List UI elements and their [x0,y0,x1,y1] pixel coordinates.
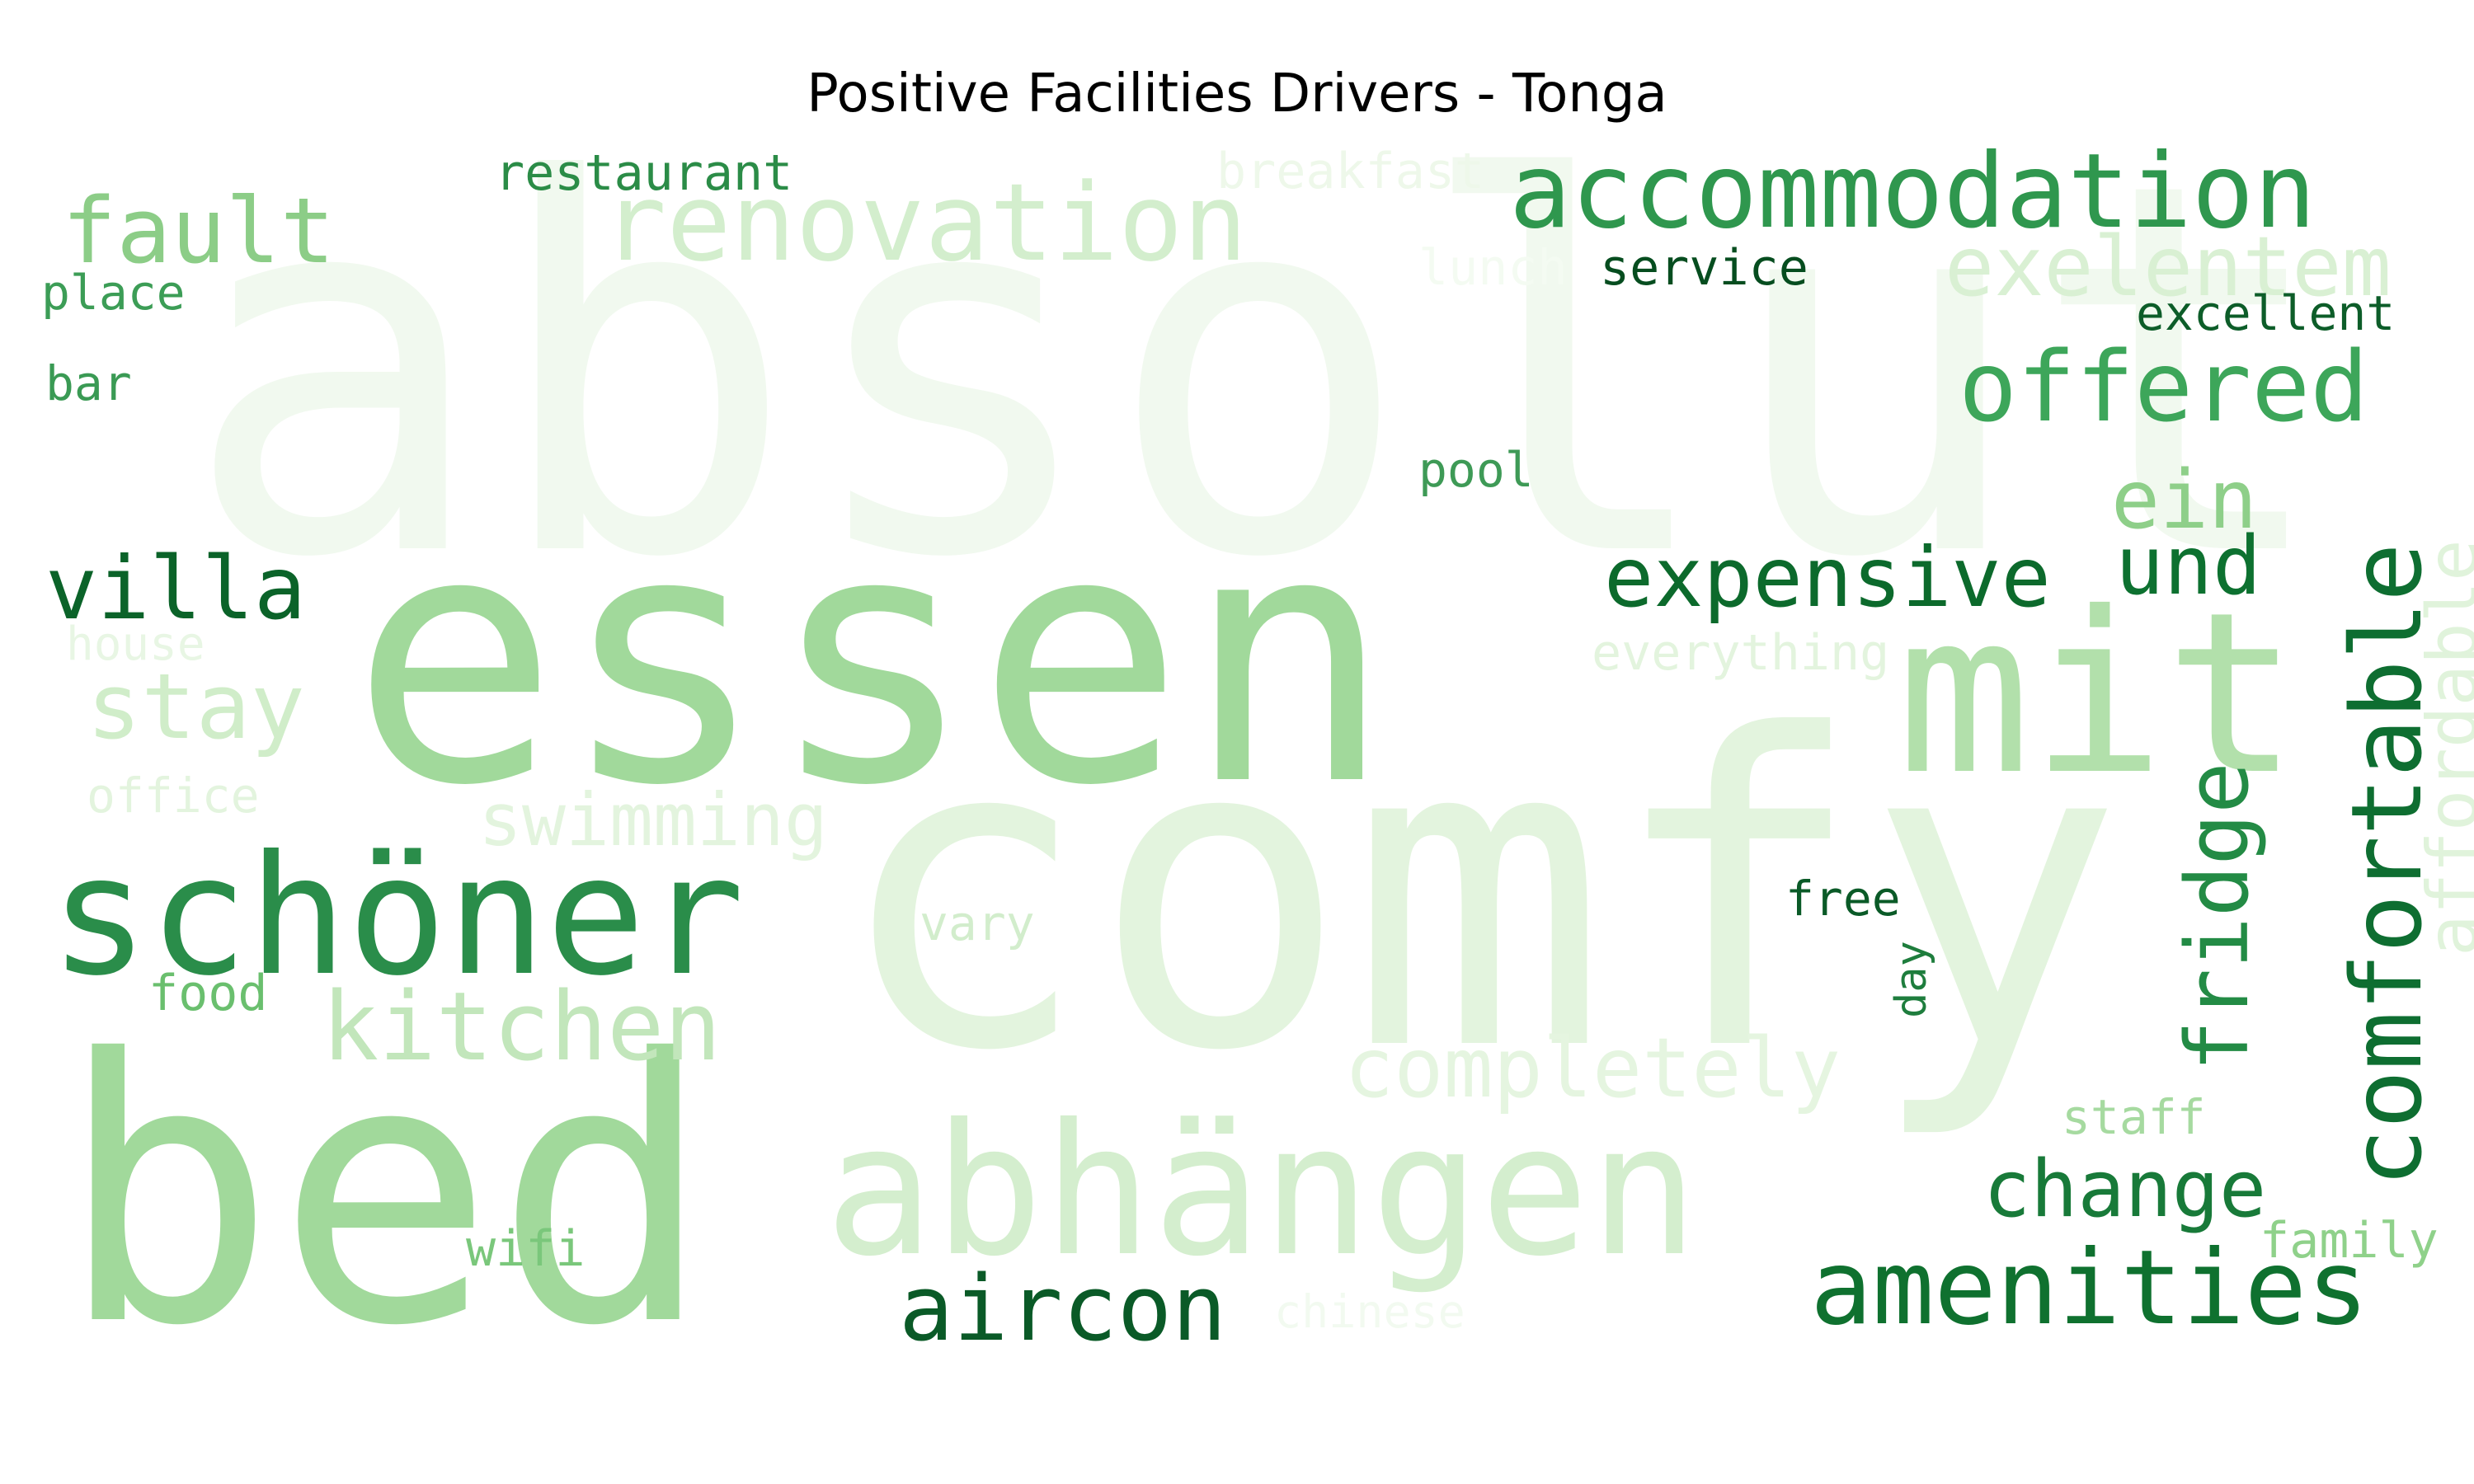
word-accommodation: accommodation [1509,132,2316,251]
word-fridge: fridge [2167,762,2268,1072]
word-amenities: amenities [1810,1228,2368,1348]
word-essen: essen [350,458,1393,862]
word-vary: vary [920,895,1035,951]
word-comfy: comfy [833,645,2124,1144]
word-everything: everything [1592,624,1889,682]
word-kitchen: kitchen [322,972,722,1082]
word-stay: stay [87,654,305,759]
word-und: und [2115,519,2261,613]
word-renovation: renovation [602,160,1248,285]
word-fault: fault [62,178,335,284]
word-bar: bar [45,355,132,411]
word-villa: villa [45,538,306,639]
word-excellent: excellent [2136,285,2395,341]
word-food: food [148,965,268,1022]
word-absolut: absolut [181,75,2336,669]
word-office: office [87,768,260,824]
word-sch-ner: schöner [49,820,745,1012]
word-ein: ein [2111,453,2257,547]
word-chinese: chinese [1274,1285,1465,1338]
word-day: day [1887,941,1936,1018]
word-lunch: lunch [1418,239,1568,297]
word-completely: completely [1344,1020,1841,1116]
word-change: change [1983,1144,2266,1235]
word-bed: bed [58,983,713,1405]
word-mit: mit [1897,564,2299,824]
word-house: house [66,618,205,671]
chart-title: Positive Facilities Drivers - Tonga [807,63,1667,124]
word-affordable: affordable [2412,539,2474,956]
word-comfortable: comfortable [2330,543,2443,1187]
word-swimming: swimming [478,777,828,862]
word-expensive: expensive [1604,529,2051,626]
word-service: service [1600,239,1808,297]
word-offered: offered [1959,330,2368,444]
word-abh-ngen: abhängen [825,1085,1699,1296]
word-place: place [41,265,186,321]
word-family: family [2260,1212,2439,1270]
word-staff: staff [2062,1089,2206,1145]
word-pool: pool [1418,442,1534,498]
word-breakfast: breakfast [1216,143,1484,200]
word-aircon: aircon [899,1256,1226,1361]
word-exelentem: exelentem [1945,218,2392,315]
word-free: free [1785,871,1901,927]
word-restaurant: restaurant [495,144,793,202]
word-wifi: wifi [466,1220,586,1278]
